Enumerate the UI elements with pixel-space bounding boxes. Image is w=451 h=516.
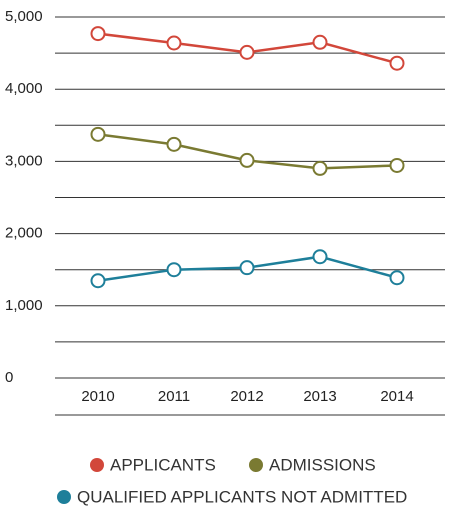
legend-label: QUALIFIED APPLICANTS NOT ADMITTED [77,487,407,506]
legend-swatch [57,490,71,504]
data-point [239,152,255,168]
x-tick-label: 2013 [303,388,336,405]
data-point [166,35,182,51]
legend-swatch [90,458,104,472]
legend-swatch [249,458,263,472]
data-point [312,249,328,265]
x-tick-label: 2012 [230,388,263,405]
legend-label: ADMISSIONS [269,455,376,474]
data-point [239,44,255,60]
data-point [166,262,182,278]
data-point [389,270,405,286]
x-tick-label: 2010 [81,388,114,405]
y-tick-label: 3,000 [5,152,43,169]
y-tick-label: 0 [5,369,13,386]
legend: APPLICANTS ADMISSIONS QUALIFIED APPLICANTS… [57,455,407,506]
data-point [312,34,328,50]
x-tick-label: 2011 [158,388,190,405]
data-point [312,160,328,176]
y-tick-label: 1,000 [5,297,43,314]
y-tick-label: 2,000 [5,225,43,242]
data-point [166,136,182,152]
data-point [389,55,405,71]
data-point [389,157,405,173]
y-tick-label: 5,000 [5,8,43,25]
y-tick-label: 4,000 [5,80,43,97]
x-tick-label: 2014 [380,388,413,405]
data-point [239,260,255,276]
data-point [90,273,106,289]
data-point [90,26,106,42]
legend-label: APPLICANTS [110,455,216,474]
data-point [90,126,106,142]
